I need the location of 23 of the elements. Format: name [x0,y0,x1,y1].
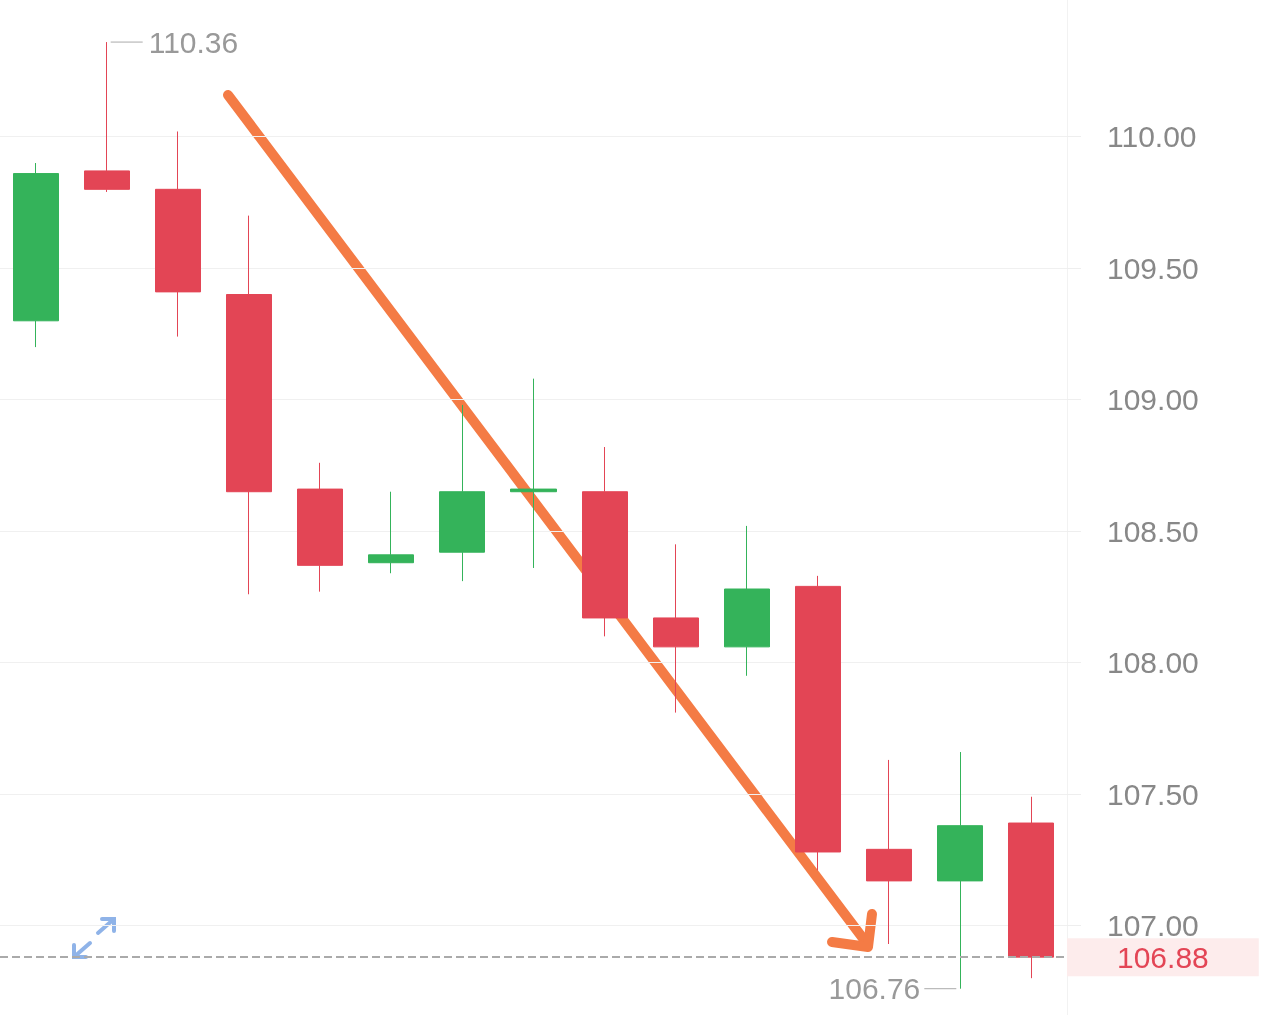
y-tick-label: 107.50 [1107,777,1199,811]
candlestick [724,525,770,677]
candlestick [297,462,343,593]
candlestick [439,404,485,582]
candlestick [13,162,59,348]
ref-line-label: 106.88 [1117,940,1209,974]
y-tick-label: 108.50 [1107,514,1199,548]
y-tick-label: 109.00 [1107,383,1199,417]
candlestick [226,215,272,595]
y-tick-label: 108.00 [1107,646,1199,680]
candlestick [1008,796,1054,979]
candlestick [368,491,414,574]
y-tick-label: 109.50 [1107,251,1199,285]
y-tick-label: 107.00 [1107,909,1199,943]
annotation: 106.76 [828,972,921,1006]
candlestick [866,759,912,945]
y-tick-label: 110.00 [1107,120,1197,154]
candlestick [510,378,557,569]
candlestick [582,446,628,637]
annotation: 110.36 [148,25,239,59]
candlestick [155,130,201,338]
candlestick [653,543,699,714]
candlestick [795,575,841,871]
